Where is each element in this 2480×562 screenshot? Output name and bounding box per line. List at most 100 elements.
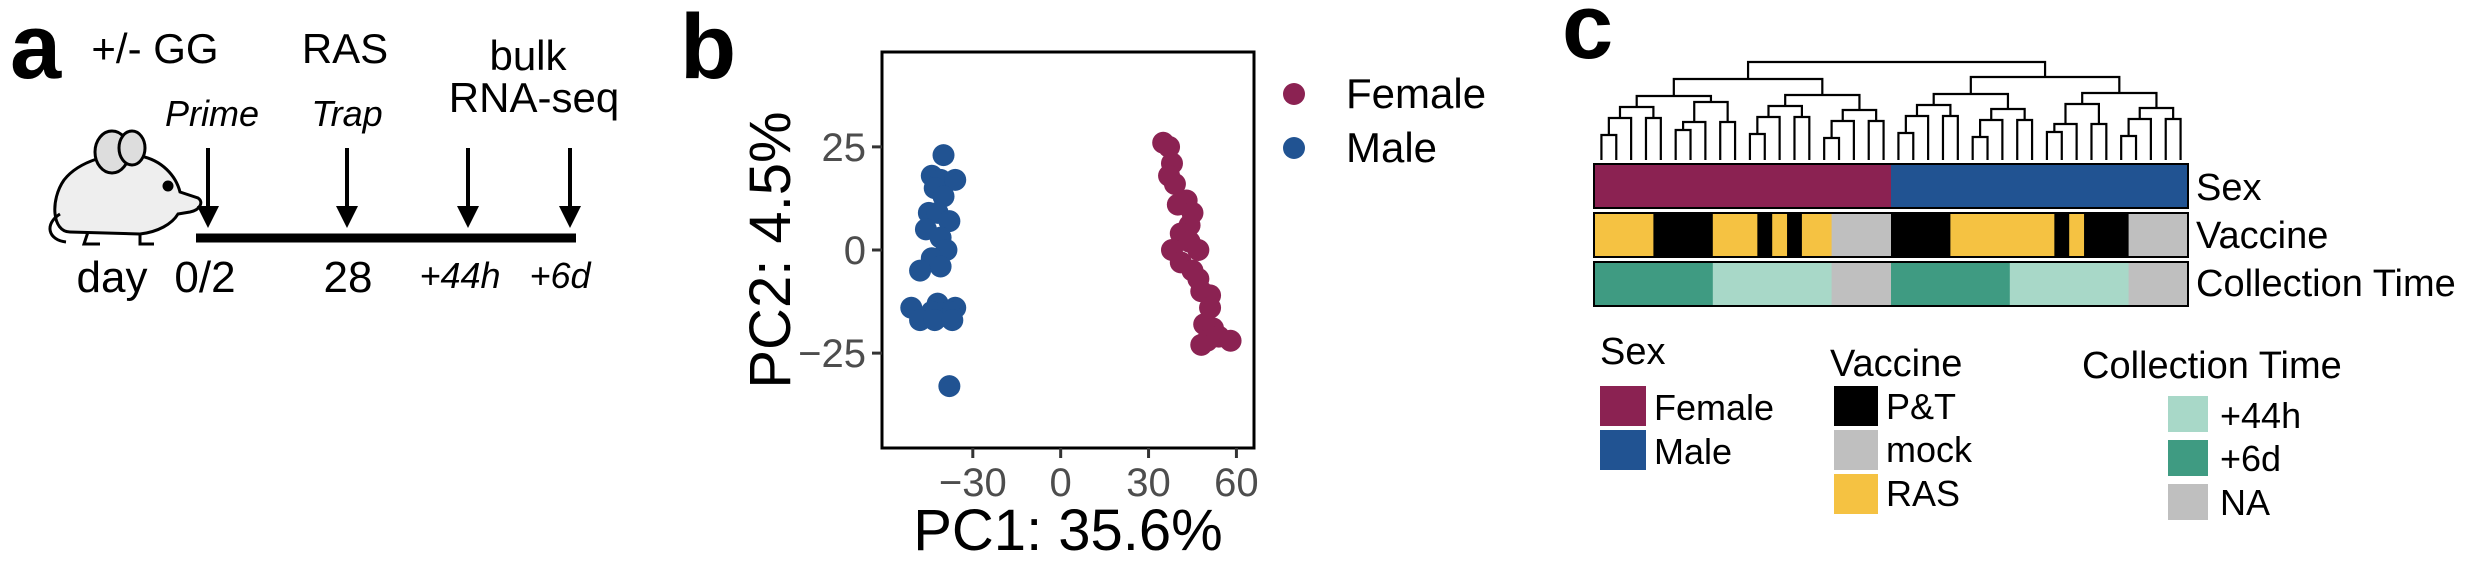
dendrogram-branch: [1682, 120, 1707, 160]
day-value-44h: +44h: [419, 255, 500, 296]
dendrogram-branch: [1756, 115, 1781, 160]
track-border-vaccine: [1593, 212, 2189, 258]
legend-swatch-male: [1600, 430, 1646, 470]
track-cell-vaccine: [1831, 213, 1892, 257]
track-cell-vaccine: [1712, 213, 1758, 257]
x-axis-title: PC1: 35.6%: [913, 498, 1223, 562]
legend-swatch-na: [2168, 484, 2208, 520]
dendrogram-branch: [1915, 103, 1952, 116]
event-label-ras: RAS: [302, 25, 388, 72]
track-border-collection: [1593, 261, 2189, 307]
track-cell-collection: [1712, 262, 1833, 306]
row-label-collection-time: Collection Time: [2196, 263, 2456, 305]
track-cell-collection: [1831, 262, 1892, 306]
x-tick-label: 60: [1214, 461, 1259, 505]
point-male: [909, 259, 932, 282]
track-cell-vaccine: [1594, 213, 1654, 257]
panel-c: c Sex Vaccine Collection Time Sex Female…: [1562, 0, 2456, 523]
point-female: [1219, 329, 1242, 352]
dendrogram-branch: [1644, 116, 1662, 160]
day-value-6d: +6d: [529, 255, 591, 296]
day-label: day: [77, 253, 148, 302]
legend-swatch-44h: [2168, 396, 2208, 432]
panel-a: a +/- GG Prime RAS Trap bulk RNA-seq day: [10, 0, 619, 302]
panel-c-letter: c: [1562, 0, 1613, 78]
dendrogram-branch: [2045, 130, 2063, 160]
legend-sex-title: Sex: [1600, 331, 1665, 373]
scatter-legend: Female Male: [1283, 70, 1486, 171]
legend-swatch-female: [1600, 386, 1646, 426]
legend-label-female: Female: [1654, 387, 1774, 428]
point-male: [938, 210, 961, 233]
dendrogram-branch: [2120, 134, 2138, 160]
dendrogram-branch: [1607, 116, 1633, 160]
track-cell-vaccine: [1950, 213, 2055, 257]
track-cell-sex: [1891, 164, 2189, 208]
timeline-arrows: [197, 148, 581, 228]
track-cell-vaccine: [1653, 213, 1714, 257]
legend-collection-title: Collection Time: [2082, 345, 2342, 387]
legend-label-male: Male: [1346, 124, 1437, 171]
x-tick-label: 30: [1126, 461, 1171, 505]
legend-marker-male: [1283, 137, 1305, 159]
dendrogram-branch: [1600, 133, 1618, 160]
point-male: [932, 185, 955, 208]
panel-b: b −30 0 30 60 −25 0 25 PC1: 35.6% PC2: 4.5% F…: [680, 0, 1486, 562]
dendrogram-branch: [1979, 118, 2004, 160]
dendrogram-branch: [1969, 75, 2121, 94]
dendrogram-branch: [1897, 131, 1915, 160]
legend-swatch-6d: [2168, 440, 2208, 476]
row-label-vaccine: Vaccine: [2196, 215, 2328, 257]
dendrogram-branch: [2164, 117, 2182, 160]
y-axis: −25 0 25: [798, 126, 882, 376]
point-female: [1190, 333, 1213, 356]
legend-sex: Sex Female Male: [1600, 331, 1774, 472]
point-male: [929, 255, 952, 278]
y-tick-label: −25: [798, 332, 866, 376]
legend-collection-time: Collection Time +44h +6d NA: [2082, 345, 2342, 523]
legend-label-na: NA: [2220, 482, 2270, 523]
legend-swatch-ras: [1834, 474, 1878, 514]
dendrogram-branch: [2064, 102, 2100, 124]
dendrogram-branch: [1693, 100, 1729, 122]
dendrogram-branch: [1748, 132, 1766, 160]
dendrogram-branch: [2016, 118, 2034, 160]
track-cell-vaccine: [2069, 213, 2085, 257]
mouse-illustration: [48, 129, 203, 246]
dendrogram-branch: [1746, 60, 2047, 79]
point-male: [944, 168, 967, 191]
track-cell-vaccine: [2054, 213, 2070, 257]
point-female: [1199, 296, 1222, 319]
legend-label-6d: +6d: [2220, 438, 2281, 479]
dendrogram-branch: [2090, 122, 2108, 160]
track-cell-vaccine: [2084, 213, 2130, 257]
event-sub-prime: Prime: [165, 93, 259, 134]
dendrogram-branch: [1793, 115, 1811, 160]
track-cell-sex: [1594, 164, 1892, 208]
dendrogram-branch: [1784, 93, 1861, 110]
dendrogram: [1600, 60, 2182, 160]
dendrogram-branch: [1941, 114, 1959, 160]
track-cell-vaccine: [1787, 213, 1803, 257]
track-cell-vaccine: [2128, 213, 2189, 257]
scatter-points: [900, 131, 1242, 398]
track-cell-vaccine: [1772, 213, 1788, 257]
point-female: [1163, 173, 1186, 195]
day-value-prime: 0/2: [174, 253, 235, 302]
track-cell-collection: [2009, 262, 2130, 306]
legend-swatch-mock: [1834, 430, 1878, 470]
x-axis: −30 0 30 60: [939, 448, 1259, 505]
dendrogram-branch: [1867, 119, 1885, 160]
legend-label-pt: P&T: [1886, 386, 1956, 427]
dendrogram-branch: [1904, 114, 1930, 160]
dendrogram-branch: [1672, 77, 1824, 96]
legend-label-male: Male: [1654, 431, 1732, 472]
point-male: [941, 309, 964, 332]
event-label-rnaseq: RNA-seq: [449, 74, 619, 121]
dendrogram-branch: [2081, 91, 2158, 108]
dendrogram-branch: [2138, 106, 2175, 119]
track-cell-vaccine: [1891, 213, 1951, 257]
y-tick-label: 0: [844, 229, 866, 273]
dendrogram-branch: [1990, 107, 2026, 120]
dendrogram-branch: [1830, 119, 1855, 160]
